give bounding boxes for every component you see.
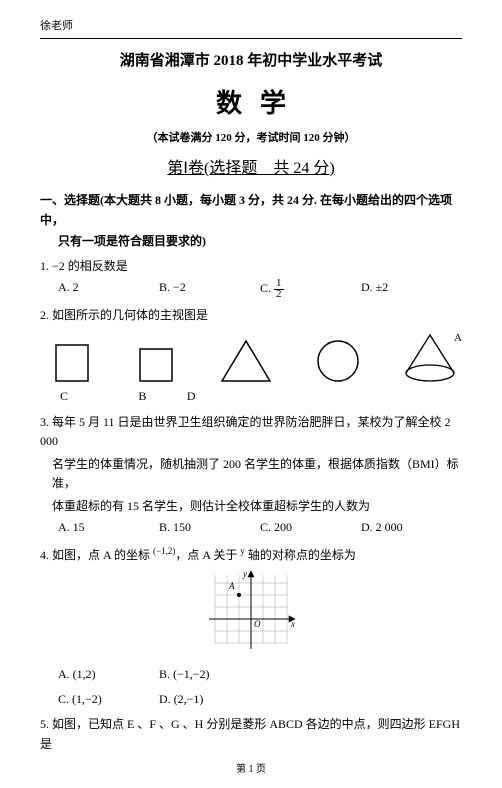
q2-labels: C B D (50, 387, 462, 406)
q4-pre: 4. 如图，点 A 的坐标 (40, 548, 153, 562)
svg-text:x: x (290, 619, 295, 629)
svg-text:y: y (242, 569, 247, 579)
q4-opt-b: B. (−1,−2) (159, 665, 260, 684)
shape-rect-tall (50, 341, 94, 385)
shape-cone: A (402, 331, 462, 385)
q3-l1: 3. 每年 5 月 11 日是由世界卫生组织确定的世界防治肥胖日，某校为了解全校… (40, 413, 462, 451)
q3-options: A. 15 B. 150 C. 200 D. 2 000 (58, 518, 462, 537)
fraction: 12 (274, 278, 284, 300)
q4-text: 4. 如图，点 A 的坐标 (−1,2)，点 A 关于 y 轴的对称点的坐标为 (40, 544, 462, 565)
q4-opt-d: D. (2,−1) (159, 690, 260, 709)
part-title-text: 第Ⅰ卷(选择题 共 24 分) (167, 160, 334, 177)
q1-opt-b: B. −2 (159, 278, 260, 300)
q4-options-2: C. (1,−2) D. (2,−1) (58, 690, 462, 709)
subject-title: 数学 (58, 83, 462, 125)
svg-text:A: A (454, 332, 462, 344)
q3-opt-d: D. 2 000 (361, 518, 462, 537)
q1-opt-d: D. ±2 (361, 278, 462, 300)
q4-mid: ，点 A 关于 (175, 548, 240, 562)
frac-den: 2 (274, 288, 284, 300)
q3-opt-a: A. 15 (58, 518, 159, 537)
page-number: 第 1 页 (40, 762, 462, 778)
q5-text: 5. 如图，已知点 E 、F 、G 、H 分别是菱形 ABCD 各边的中点，则四… (40, 715, 462, 753)
exam-page: 徐老师 湖南省湘潭市 2018 年初中学业水平考试 数学 （本试卷满分 120 … (0, 0, 502, 788)
teacher-label: 徐老师 (40, 18, 462, 36)
q2-shapes: A (50, 329, 462, 385)
q1-text: 1. −2 的相反数是 (40, 257, 462, 276)
divider (40, 38, 462, 39)
shape-triangle (218, 337, 274, 385)
q1-opt-c: C. 12 (260, 278, 361, 300)
q1-opt-a: A. 2 (58, 278, 159, 300)
q3-l3: 体重超标的有 15 名学生，则估计全校体重超标学生的人数为 (52, 497, 462, 516)
q3-l2: 名学生的体重情况，随机抽测了 200 名学生的体重，根据体质指数（BMI）标准， (52, 455, 462, 493)
q2-lbl-d: D (187, 387, 265, 406)
section-intro-1: 一、选择题(本大题共 8 小题，每小题 3 分，共 24 分. 在每小题给出的四… (40, 191, 462, 229)
coordinate-plane-icon: A O x y (201, 569, 301, 655)
part-title: 第Ⅰ卷(选择题 共 24 分) (40, 156, 462, 182)
q2-lbl-c: C (50, 387, 138, 406)
svg-text:A: A (228, 581, 235, 591)
q4-opt-c: C. (1,−2) (58, 690, 159, 709)
q4-graph: A O x y (40, 569, 462, 661)
section-intro-2: 只有一项是符合题目要求的) (58, 232, 462, 251)
q4-opt-a: A. (1,2) (58, 665, 159, 684)
q4-coord1: (−1,2) (153, 546, 175, 556)
exam-title: 湖南省湘潭市 2018 年初中学业水平考试 (40, 49, 462, 73)
q3-opt-b: B. 150 (159, 518, 260, 537)
svg-text:O: O (254, 619, 261, 629)
q1-c-pre: C. (260, 281, 274, 295)
exam-note: （本试卷满分 120 分，考试时间 120 分钟） (40, 130, 462, 148)
shape-square (134, 341, 178, 385)
q4-post: 轴的对称点的坐标为 (245, 548, 356, 562)
q3-opt-c: C. 200 (260, 518, 361, 537)
shape-circle (314, 337, 362, 385)
q4-options-1: A. (1,2) B. (−1,−2) (58, 665, 462, 684)
q2-text: 2. 如图所示的几何体的主视图是 (40, 306, 462, 325)
q1-options: A. 2 B. −2 C. 12 D. ±2 (58, 278, 462, 300)
